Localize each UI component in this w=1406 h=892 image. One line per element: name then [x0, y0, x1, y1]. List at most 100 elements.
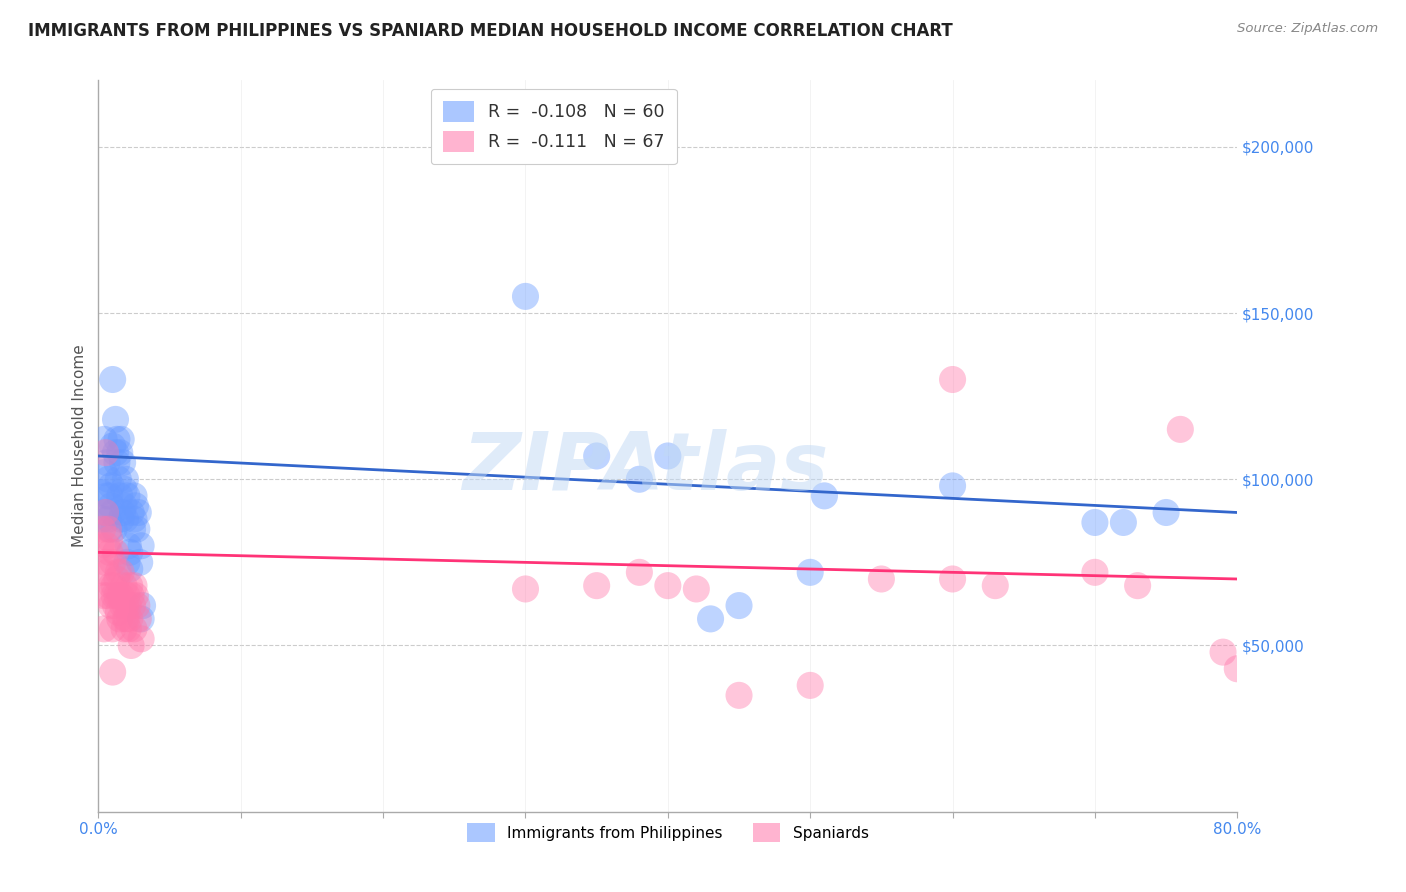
- Point: [101, 665, 124, 679]
- Point: [122, 622, 145, 636]
- Point: [103, 589, 125, 603]
- Point: [131, 599, 153, 613]
- Point: [120, 589, 142, 603]
- Point: [108, 612, 131, 626]
- Point: [118, 545, 141, 559]
- Point: [101, 506, 124, 520]
- Point: [111, 506, 134, 520]
- Point: [96, 539, 118, 553]
- Point: [94, 445, 117, 459]
- Point: [114, 512, 136, 526]
- Point: [111, 599, 134, 613]
- Point: [90, 539, 112, 553]
- Point: [100, 499, 122, 513]
- Point: [685, 582, 707, 596]
- Point: [124, 589, 146, 603]
- Point: [585, 579, 607, 593]
- Point: [97, 512, 120, 526]
- Point: [1126, 579, 1149, 593]
- Point: [128, 555, 150, 569]
- Point: [117, 539, 139, 553]
- Point: [100, 599, 122, 613]
- Point: [93, 589, 115, 603]
- Text: Source: ZipAtlas.com: Source: ZipAtlas.com: [1237, 22, 1378, 36]
- Legend: Immigrants from Philippines, Spaniards: Immigrants from Philippines, Spaniards: [461, 817, 875, 848]
- Point: [111, 456, 134, 470]
- Point: [942, 372, 965, 386]
- Point: [114, 612, 136, 626]
- Point: [94, 506, 117, 520]
- Y-axis label: Median Household Income: Median Household Income: [72, 344, 87, 548]
- Point: [97, 589, 120, 603]
- Point: [108, 489, 131, 503]
- Point: [728, 689, 751, 703]
- Point: [107, 566, 129, 580]
- Point: [104, 545, 127, 559]
- Point: [100, 579, 122, 593]
- Point: [117, 599, 139, 613]
- Point: [96, 489, 118, 503]
- Point: [94, 555, 117, 569]
- Point: [104, 445, 127, 459]
- Point: [98, 545, 121, 559]
- Point: [1084, 516, 1107, 530]
- Point: [1170, 422, 1192, 436]
- Point: [112, 482, 135, 496]
- Point: [94, 506, 117, 520]
- Text: ZIPAtlas: ZIPAtlas: [463, 429, 828, 507]
- Point: [129, 539, 152, 553]
- Point: [942, 572, 965, 586]
- Point: [129, 632, 152, 646]
- Point: [799, 566, 821, 580]
- Point: [91, 522, 114, 536]
- Point: [121, 522, 143, 536]
- Point: [103, 522, 125, 536]
- Text: IMMIGRANTS FROM PHILIPPINES VS SPANIARD MEDIAN HOUSEHOLD INCOME CORRELATION CHAR: IMMIGRANTS FROM PHILIPPINES VS SPANIARD …: [28, 22, 953, 40]
- Point: [124, 499, 146, 513]
- Point: [93, 433, 115, 447]
- Point: [117, 622, 139, 636]
- Point: [870, 572, 893, 586]
- Point: [110, 589, 132, 603]
- Point: [657, 449, 679, 463]
- Point: [112, 622, 135, 636]
- Point: [91, 566, 114, 580]
- Point: [101, 622, 124, 636]
- Point: [1226, 662, 1249, 676]
- Point: [515, 582, 537, 596]
- Point: [112, 579, 135, 593]
- Point: [1154, 506, 1177, 520]
- Point: [97, 522, 120, 536]
- Point: [628, 472, 651, 486]
- Point: [118, 612, 141, 626]
- Point: [101, 372, 124, 386]
- Point: [105, 589, 128, 603]
- Point: [96, 566, 118, 580]
- Point: [105, 433, 128, 447]
- Point: [114, 472, 136, 486]
- Point: [515, 289, 537, 303]
- Point: [122, 579, 145, 593]
- Point: [101, 555, 124, 569]
- Point: [699, 612, 721, 626]
- Point: [125, 522, 148, 536]
- Point: [657, 579, 679, 593]
- Point: [98, 489, 121, 503]
- Point: [115, 489, 138, 503]
- Point: [110, 512, 132, 526]
- Point: [112, 499, 135, 513]
- Point: [114, 599, 136, 613]
- Point: [120, 639, 142, 653]
- Point: [90, 485, 112, 500]
- Point: [585, 449, 607, 463]
- Point: [97, 472, 120, 486]
- Point: [942, 479, 965, 493]
- Point: [104, 599, 127, 613]
- Point: [108, 445, 131, 459]
- Point: [105, 572, 128, 586]
- Point: [98, 532, 121, 546]
- Point: [125, 599, 148, 613]
- Point: [107, 605, 129, 619]
- Point: [813, 489, 835, 503]
- Point: [103, 579, 125, 593]
